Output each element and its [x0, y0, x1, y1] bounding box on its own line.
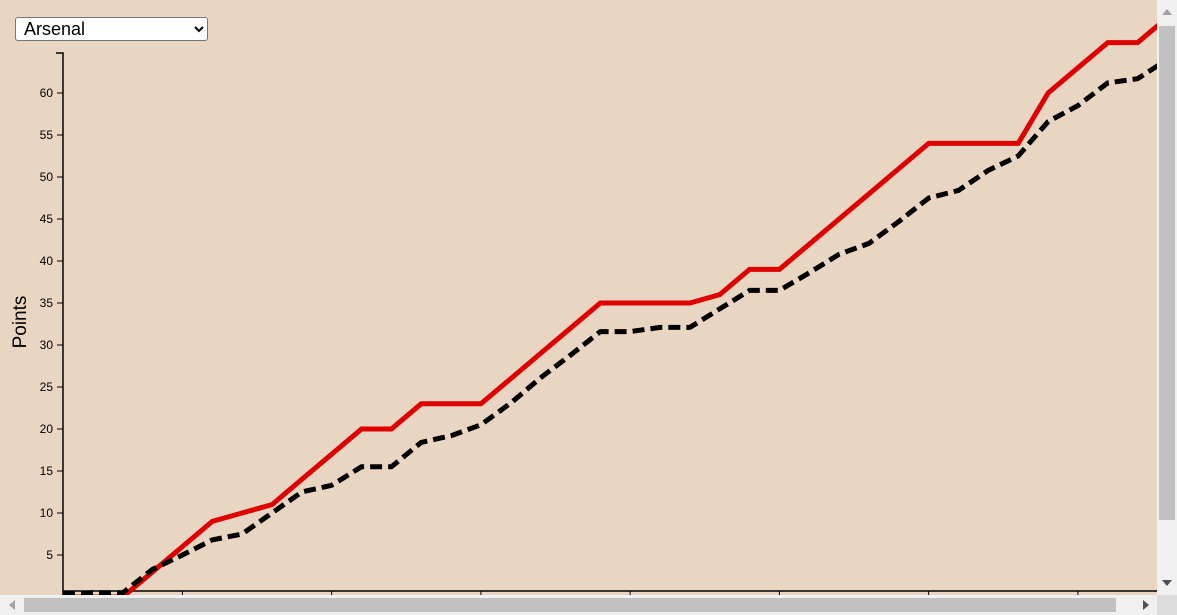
- chart-viewport: 5 10 15 20 25 30 35 40 45 50 55 60 Points Arsenal: [0, 0, 1157, 595]
- y-tick-label: 60: [40, 86, 54, 100]
- actual-points-line: [63, 22, 1157, 595]
- scroll-right-arrow-icon[interactable]: [1143, 600, 1149, 610]
- y-tick-label: 5: [46, 548, 53, 562]
- y-tick-label: 10: [40, 506, 54, 520]
- y-tick-label: 50: [40, 170, 54, 184]
- y-tick-label: 20: [40, 422, 54, 436]
- y-tick-label: 45: [40, 212, 54, 226]
- scroll-left-arrow-icon[interactable]: [9, 600, 15, 610]
- series-layer: [62, 22, 1157, 595]
- horizontal-scrollbar[interactable]: [0, 595, 1157, 615]
- y-axis-title: Points: [10, 296, 31, 349]
- points-chart: 5 10 15 20 25 30 35 40 45 50 55 60 Points: [10, 22, 1157, 595]
- y-tick-label: 35: [40, 296, 54, 310]
- expected-points-line: [62, 63, 1157, 595]
- y-tick-label: 55: [40, 128, 54, 142]
- vertical-scrollbar-thumb[interactable]: [1159, 26, 1175, 520]
- y-axis-line: [56, 52, 64, 595]
- y-tick-label: 15: [40, 464, 54, 478]
- x-axis: [63, 590, 1157, 595]
- scroll-up-arrow-icon[interactable]: [1162, 9, 1172, 15]
- horizontal-scrollbar-thumb[interactable]: [24, 598, 1116, 612]
- y-axis: 5 10 15 20 25 30 35 40 45 50 55 60: [40, 52, 64, 595]
- scrollbar-corner: [1157, 595, 1177, 615]
- y-tick-label: 30: [40, 338, 54, 352]
- vertical-scrollbar[interactable]: [1157, 0, 1177, 595]
- y-tick-label: 40: [40, 254, 54, 268]
- scroll-down-arrow-icon[interactable]: [1162, 580, 1172, 586]
- y-tick-label: 25: [40, 380, 54, 394]
- team-select[interactable]: Arsenal: [15, 17, 208, 41]
